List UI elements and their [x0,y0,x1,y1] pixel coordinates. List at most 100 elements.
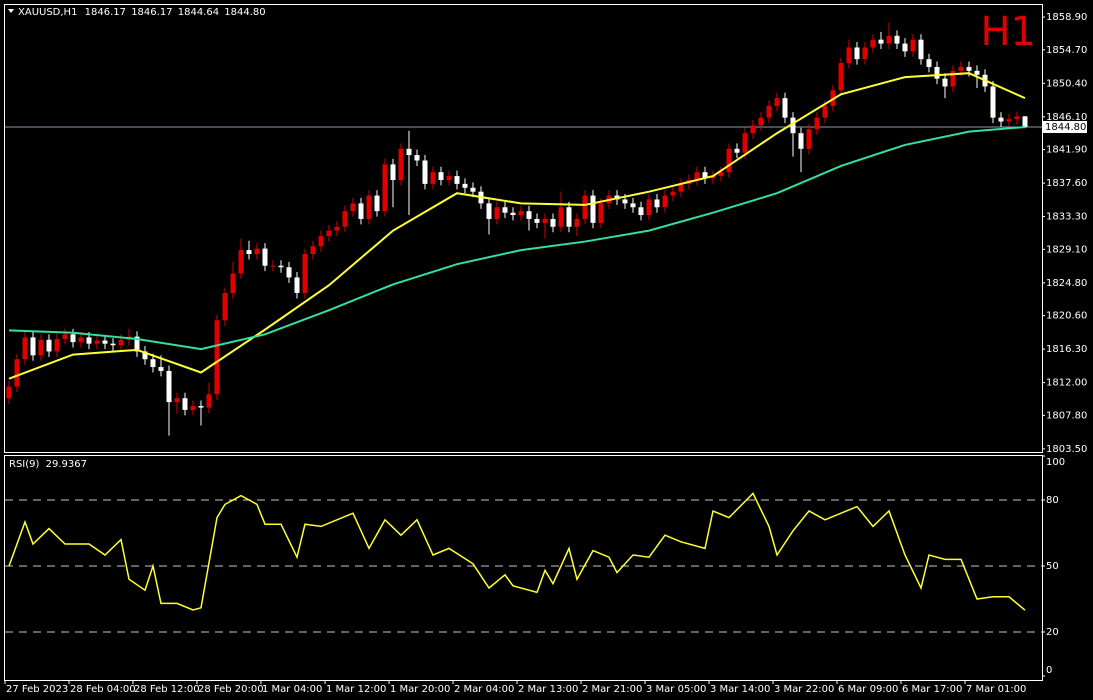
x-tick-label: 28 Feb 20:00 [198,684,264,695]
candle-body [718,172,724,177]
candle-body [198,406,204,408]
last-high: 1846.17 [131,7,172,18]
y-tick-label: 1837.60 [1046,178,1087,189]
rsi-panel [4,455,1043,681]
candle-body [582,195,588,219]
candle-body [1006,119,1012,122]
last-low: 1844.64 [178,7,219,18]
candle-body [486,203,492,219]
candle-body [726,148,732,173]
candle-body [766,105,772,118]
candle-body [54,338,60,352]
candle-body [598,203,604,223]
candle-body [518,211,524,216]
candle-body [990,86,996,118]
y-tick-label: 1803.50 [1046,444,1087,455]
x-tick-label: 1 Mar 04:00 [262,684,322,695]
x-tick-label: 6 Mar 17:00 [902,684,962,695]
candle-body [230,273,236,293]
candle-body [710,176,716,179]
candle-body [118,339,124,346]
y-tick-label: 1820.60 [1046,311,1087,322]
candle-body [14,359,20,387]
candle-body [110,343,116,346]
current-price-label: 1844.80 [1045,122,1086,133]
moving-average [8,72,1026,380]
candle-body [150,359,156,368]
candle-body [814,117,820,130]
y-tick-label: 1807.80 [1046,410,1087,421]
candle-body [926,59,932,67]
x-tick-label: 2 Mar 04:00 [454,684,514,695]
rsi-line [8,492,1026,611]
candle-body [462,183,468,188]
rsi-name: RSI(9) [9,459,40,470]
candle-body [798,133,804,149]
candle-body [430,172,436,184]
y-tick-label: 1812.00 [1046,378,1087,389]
candle-body [494,207,500,219]
candle-body [758,117,764,126]
candle-body [254,248,260,255]
candle-body [1022,116,1028,127]
chart-header: XAUUSD,H1 1846.17 1846.17 1844.64 1844.8… [18,7,266,18]
candle-body [6,386,12,399]
candle-body [38,339,44,356]
candle-body [670,191,676,196]
candle-body [774,98,780,106]
candle-body [158,367,164,371]
y-tick-label: 1846.10 [1046,112,1087,123]
y-tick-label: 1854.70 [1046,45,1087,56]
candle-body [870,39,876,48]
candle-body [422,160,428,184]
candle-body [270,265,276,267]
y-tick-label: 1850.40 [1046,78,1087,89]
candle-body [46,339,52,352]
candle-body [806,129,812,149]
candle-body [438,172,444,180]
candle-body [302,254,308,293]
candle-body [30,337,36,356]
candle-body [678,183,684,192]
rsi-y-tick-label: 0 [1046,665,1052,676]
candle-body [390,164,396,180]
candle-body [934,66,940,79]
candle-body [222,292,228,321]
candle-body [398,148,404,180]
candle-body [502,207,508,213]
y-tick-label: 1841.90 [1046,145,1087,156]
candle-body [326,230,332,237]
candle-body [958,66,964,71]
x-tick-label: 3 Mar 22:00 [774,684,834,695]
candle-body [846,47,852,64]
candle-body [382,164,388,212]
candle-body [166,370,172,403]
candle-body [878,39,884,44]
candle-body [918,39,924,60]
menu-triangle[interactable] [8,9,14,13]
candle-body [350,203,356,212]
candle-body [446,176,452,180]
x-tick-label: 28 Feb 04:00 [70,684,136,695]
candle-body [942,78,948,87]
candle-body [574,218,580,227]
candle-body [886,35,892,44]
timeframe-badge: H1 [980,9,1036,55]
candle-body [694,172,700,180]
candle-body [174,398,180,403]
candle-body [550,218,556,227]
y-tick-label: 1833.30 [1046,212,1087,223]
x-tick-label: 2 Mar 13:00 [518,684,578,695]
candle-body [142,351,148,360]
candle-body [566,207,572,227]
candle-body [638,207,644,216]
x-tick-label: 6 Mar 09:00 [838,684,898,695]
candle-body [910,39,916,52]
candle-body [510,212,516,216]
candle-body [78,337,84,343]
candle-body [190,406,196,410]
candle-body [750,125,756,134]
candle-body [526,211,532,219]
